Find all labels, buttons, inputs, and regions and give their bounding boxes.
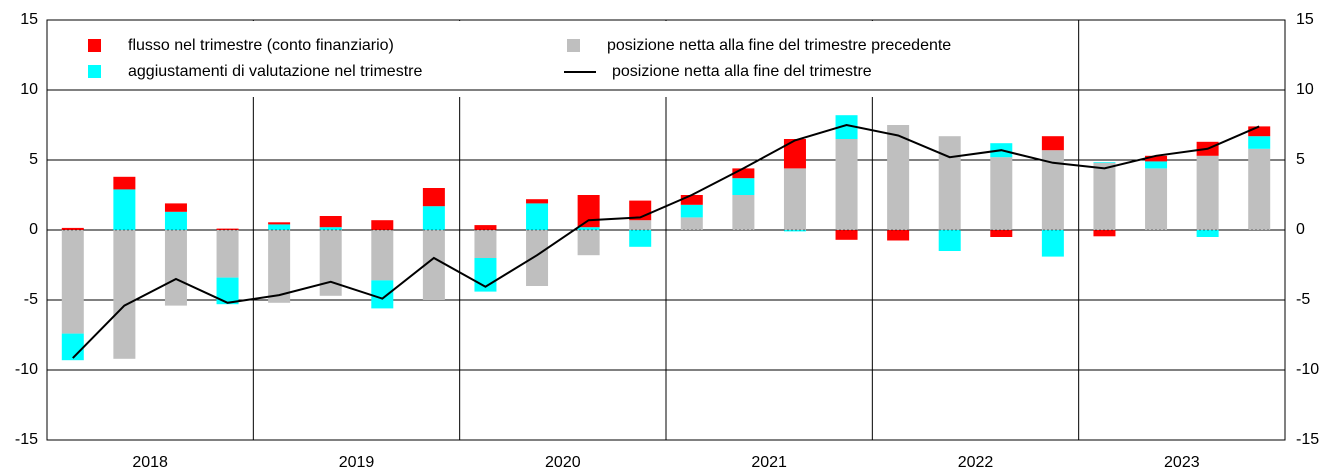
bar-segment bbox=[1041, 136, 1064, 151]
bar-segment bbox=[268, 224, 291, 230]
y2-tick-label: -15 bbox=[1296, 431, 1319, 448]
bar-segment bbox=[783, 139, 806, 169]
bar-segment bbox=[1248, 126, 1271, 137]
bar-segment bbox=[629, 230, 652, 247]
y-tick-label: 15 bbox=[20, 11, 38, 28]
y2-tick-label: 0 bbox=[1296, 221, 1305, 238]
bar-segment bbox=[990, 230, 1013, 237]
y2-tick-label: -10 bbox=[1296, 361, 1319, 378]
bar-segment bbox=[422, 230, 445, 300]
bar-segment bbox=[938, 136, 961, 230]
bar-segment bbox=[371, 230, 394, 281]
bar-segment bbox=[577, 227, 600, 230]
y2-tick-label: -5 bbox=[1296, 291, 1310, 308]
bar-segment bbox=[61, 227, 84, 230]
bar-segment bbox=[113, 230, 136, 359]
bar-segment bbox=[1041, 230, 1064, 257]
y2-tick-label: 10 bbox=[1296, 81, 1314, 98]
bar-segment bbox=[577, 195, 600, 228]
bar-segment bbox=[474, 230, 497, 258]
y-tick-label: -5 bbox=[24, 291, 38, 308]
y-tick-label: -10 bbox=[15, 361, 38, 378]
bar-segment bbox=[164, 230, 187, 306]
y-tick-label: -15 bbox=[15, 431, 38, 448]
y-tick-label: 5 bbox=[29, 151, 38, 168]
legend-box bbox=[48, 21, 1068, 97]
bar-segment bbox=[1093, 162, 1116, 230]
bar-segment bbox=[1093, 230, 1116, 237]
bar-segment bbox=[887, 230, 910, 241]
plot-frame bbox=[46, 19, 1286, 441]
y2-tick-label: 15 bbox=[1296, 11, 1314, 28]
bar-segment bbox=[887, 125, 910, 230]
bar-segment bbox=[1145, 155, 1168, 162]
bar-segment bbox=[319, 216, 342, 228]
line-series bbox=[72, 123, 1260, 359]
y-tick-label: 10 bbox=[20, 81, 38, 98]
bar-segment bbox=[422, 206, 445, 230]
x-group-label: 2021 bbox=[751, 454, 787, 471]
x-group-label: 2022 bbox=[958, 454, 994, 471]
bar-segment bbox=[732, 178, 755, 195]
bar-segment bbox=[268, 230, 291, 303]
legend-label: posizione netta alla fine del trimestre bbox=[612, 63, 872, 80]
bar-segment bbox=[577, 230, 600, 256]
bar-segment bbox=[732, 168, 755, 179]
legend-swatch bbox=[88, 65, 101, 78]
x-group-label: 2020 bbox=[545, 454, 581, 471]
bar-segment bbox=[835, 139, 858, 230]
bar-segment bbox=[1093, 162, 1116, 163]
bar-segment bbox=[422, 188, 445, 207]
x-group-label: 2018 bbox=[132, 454, 168, 471]
legend-swatch bbox=[567, 39, 580, 52]
bar-segment bbox=[371, 280, 394, 309]
bar-segment bbox=[1196, 230, 1219, 237]
bar-segment bbox=[680, 204, 703, 218]
legend-swatch bbox=[88, 39, 101, 52]
x-group-label: 2023 bbox=[1164, 454, 1200, 471]
bar-segment bbox=[732, 195, 755, 230]
bar-segment bbox=[990, 157, 1013, 230]
legend-label: posizione netta alla fine del trimestre … bbox=[607, 37, 951, 54]
bar-segment bbox=[629, 220, 652, 230]
bar-segment bbox=[1145, 168, 1168, 230]
bar-segment bbox=[61, 333, 84, 361]
bar-segment bbox=[164, 203, 187, 212]
bar-segment bbox=[216, 277, 239, 305]
bar-segment bbox=[268, 222, 291, 225]
bar-segment bbox=[1145, 161, 1168, 169]
x-group-label: 2019 bbox=[339, 454, 375, 471]
bar-segment bbox=[61, 230, 84, 334]
bar-segment bbox=[319, 227, 342, 230]
bar-segment bbox=[371, 220, 394, 230]
bar-segment bbox=[1196, 155, 1219, 230]
bar-segment bbox=[526, 203, 549, 230]
bar-segment bbox=[113, 176, 136, 190]
bar-segment bbox=[474, 225, 497, 230]
y-tick-label: 0 bbox=[29, 221, 38, 238]
bar-segment bbox=[680, 217, 703, 230]
bar-segment bbox=[216, 228, 239, 230]
bar-segment bbox=[526, 199, 549, 204]
bar-segment bbox=[319, 230, 342, 296]
y2-tick-label: 5 bbox=[1296, 151, 1305, 168]
bar-segment bbox=[783, 168, 806, 230]
legend-label: aggiustamenti di valutazione nel trimest… bbox=[128, 63, 422, 80]
bar-segment bbox=[164, 211, 187, 230]
bar-segment bbox=[835, 230, 858, 240]
bar-segment bbox=[938, 230, 961, 251]
bar-segment bbox=[1248, 148, 1271, 230]
bar-segment bbox=[216, 230, 239, 278]
bar-segment bbox=[526, 230, 549, 286]
bar-segment bbox=[680, 195, 703, 205]
bar-segment bbox=[113, 189, 136, 230]
legend-label: flusso nel trimestre (conto finanziario) bbox=[128, 37, 394, 54]
bar-segment bbox=[783, 230, 806, 232]
bar-segment bbox=[1041, 150, 1064, 230]
bar-segment bbox=[1248, 136, 1271, 149]
bar-segment bbox=[835, 115, 858, 139]
